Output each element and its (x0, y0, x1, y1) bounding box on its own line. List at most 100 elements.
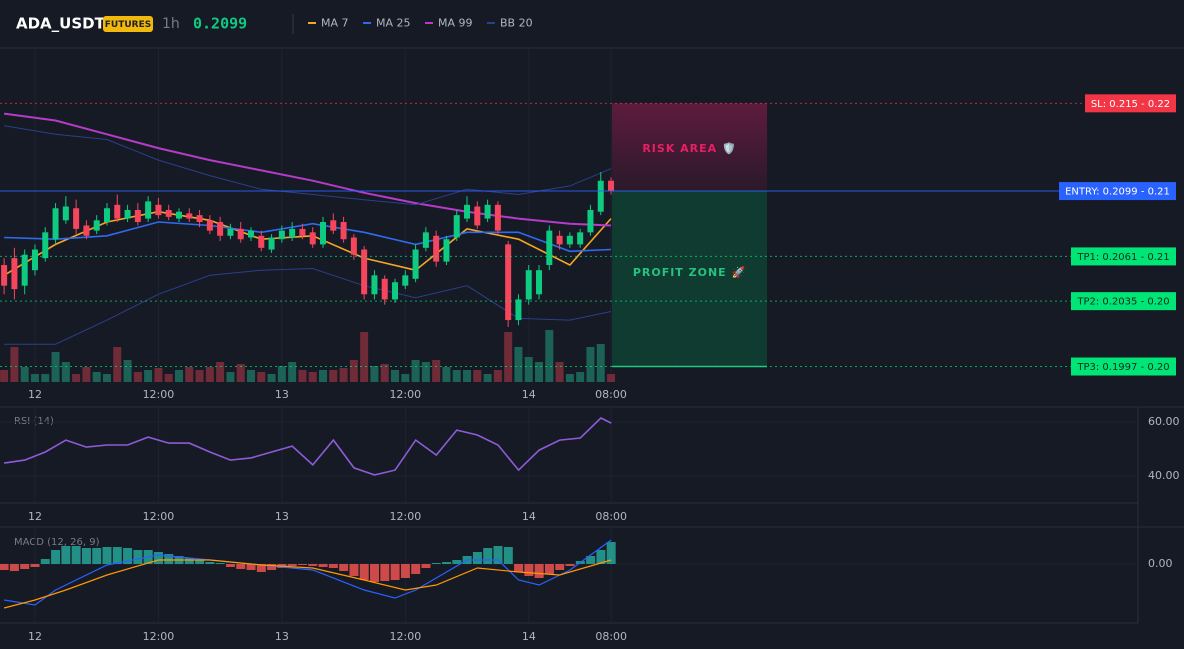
x-tick-label: 13 (275, 630, 289, 643)
volume-bar (401, 374, 410, 382)
macd-hist (472, 552, 482, 564)
candle-body (103, 208, 110, 223)
candle-body (371, 275, 378, 295)
volume-bar (82, 367, 91, 382)
badge-bg (103, 16, 153, 32)
volume-bar (185, 367, 194, 382)
macd-hist (215, 563, 225, 564)
volume-bar (164, 374, 173, 382)
volume-bar (236, 364, 245, 382)
volume-bar (339, 368, 348, 382)
legend-label: BB 20 (500, 17, 533, 30)
candle-body (155, 204, 162, 216)
volume-bar (319, 370, 328, 382)
level-tag (1071, 357, 1176, 376)
volume-bar (524, 357, 533, 382)
volume-bar (360, 332, 369, 382)
volume-bar (504, 332, 513, 382)
overlay-line (4, 221, 612, 253)
candle-body (392, 282, 399, 300)
x-tick-label: 14 (522, 630, 536, 643)
candle-body (505, 244, 512, 321)
macd-hist (308, 564, 318, 566)
volume-bar (452, 370, 461, 382)
macd-line (4, 539, 612, 606)
macd-hist (503, 547, 513, 564)
volume-bar (267, 374, 276, 382)
level-tag (1071, 247, 1176, 266)
candle-body (268, 237, 275, 250)
y-tick-label: 0.00 (1148, 557, 1173, 570)
level-label: TP2: 0.2035 - 0.20 (1076, 297, 1169, 308)
volume-bar (298, 370, 307, 382)
candle-body (464, 204, 471, 219)
level-tag (1071, 292, 1176, 311)
legend-label: MA 7 (321, 17, 349, 30)
level-label: TP1: 0.2061 - 0.21 (1076, 252, 1169, 263)
volume-bar (432, 360, 441, 382)
level-tag (1059, 182, 1176, 201)
x-tick-label: 12:00 (143, 510, 175, 523)
candle-body (299, 228, 306, 236)
macd-hist (534, 564, 544, 578)
macd-hist (20, 564, 30, 569)
macd-hist (61, 546, 71, 564)
macd-hist (267, 564, 277, 570)
plot-layer: 12 12:00 13 12:00 14 08:00 RISK AREA 🛡️ PROFIT … (0, 17, 1180, 643)
macd-hist (40, 559, 50, 564)
candle-body (556, 235, 563, 245)
volume-bar (308, 372, 317, 382)
candle-body (124, 209, 131, 219)
volume-bar (277, 366, 286, 382)
macd-hist (452, 560, 462, 564)
candle-body (11, 258, 18, 290)
macd-hist (298, 564, 308, 565)
level-tag (1085, 94, 1176, 113)
last-price: 0.2099 (193, 15, 247, 33)
candle-body (412, 249, 419, 279)
volume-bar (154, 368, 163, 382)
volume-bar (102, 374, 111, 382)
legend-label: MA 25 (376, 17, 411, 30)
volume-bar (226, 372, 235, 382)
y-tick-label: 60.00 (1148, 415, 1180, 428)
candle-body (83, 225, 90, 236)
macd-hist (400, 564, 410, 578)
candle-body (227, 228, 234, 236)
volume-bar (216, 362, 225, 382)
candle-body (196, 215, 203, 223)
volume-bar (144, 370, 153, 382)
bb-upper (4, 125, 612, 206)
macd-hist (256, 564, 266, 572)
candle-body (237, 228, 244, 240)
zone-label: RISK AREA 🛡️ (642, 142, 736, 155)
candle-body (52, 208, 59, 240)
volume-bar (30, 374, 39, 382)
macd-hist (205, 562, 215, 564)
macd-hist (431, 563, 441, 564)
macd-hist (225, 564, 235, 567)
macd-hist (544, 564, 554, 574)
candle-body (134, 209, 141, 223)
macd-hist (51, 550, 61, 564)
x-tick-label: 12:00 (390, 630, 422, 643)
volume-bar (174, 370, 183, 382)
volume-bar (133, 372, 142, 382)
macd-hist (493, 546, 503, 564)
macd-hist (133, 550, 143, 564)
x-tick-label: 08:00 (595, 630, 627, 643)
zone (612, 103, 768, 192)
candle-body (1, 265, 8, 286)
macd-hist (483, 548, 493, 564)
macd-hist (153, 552, 163, 564)
candle-body (278, 230, 285, 240)
candle-body (186, 213, 193, 219)
candle-body (433, 235, 440, 262)
candle-body (484, 204, 491, 219)
x-tick-label: 12:00 (390, 510, 422, 523)
candle-body (587, 209, 594, 233)
macd-hist (514, 564, 524, 572)
volume-bar (329, 370, 338, 382)
volume-bar (10, 347, 19, 382)
